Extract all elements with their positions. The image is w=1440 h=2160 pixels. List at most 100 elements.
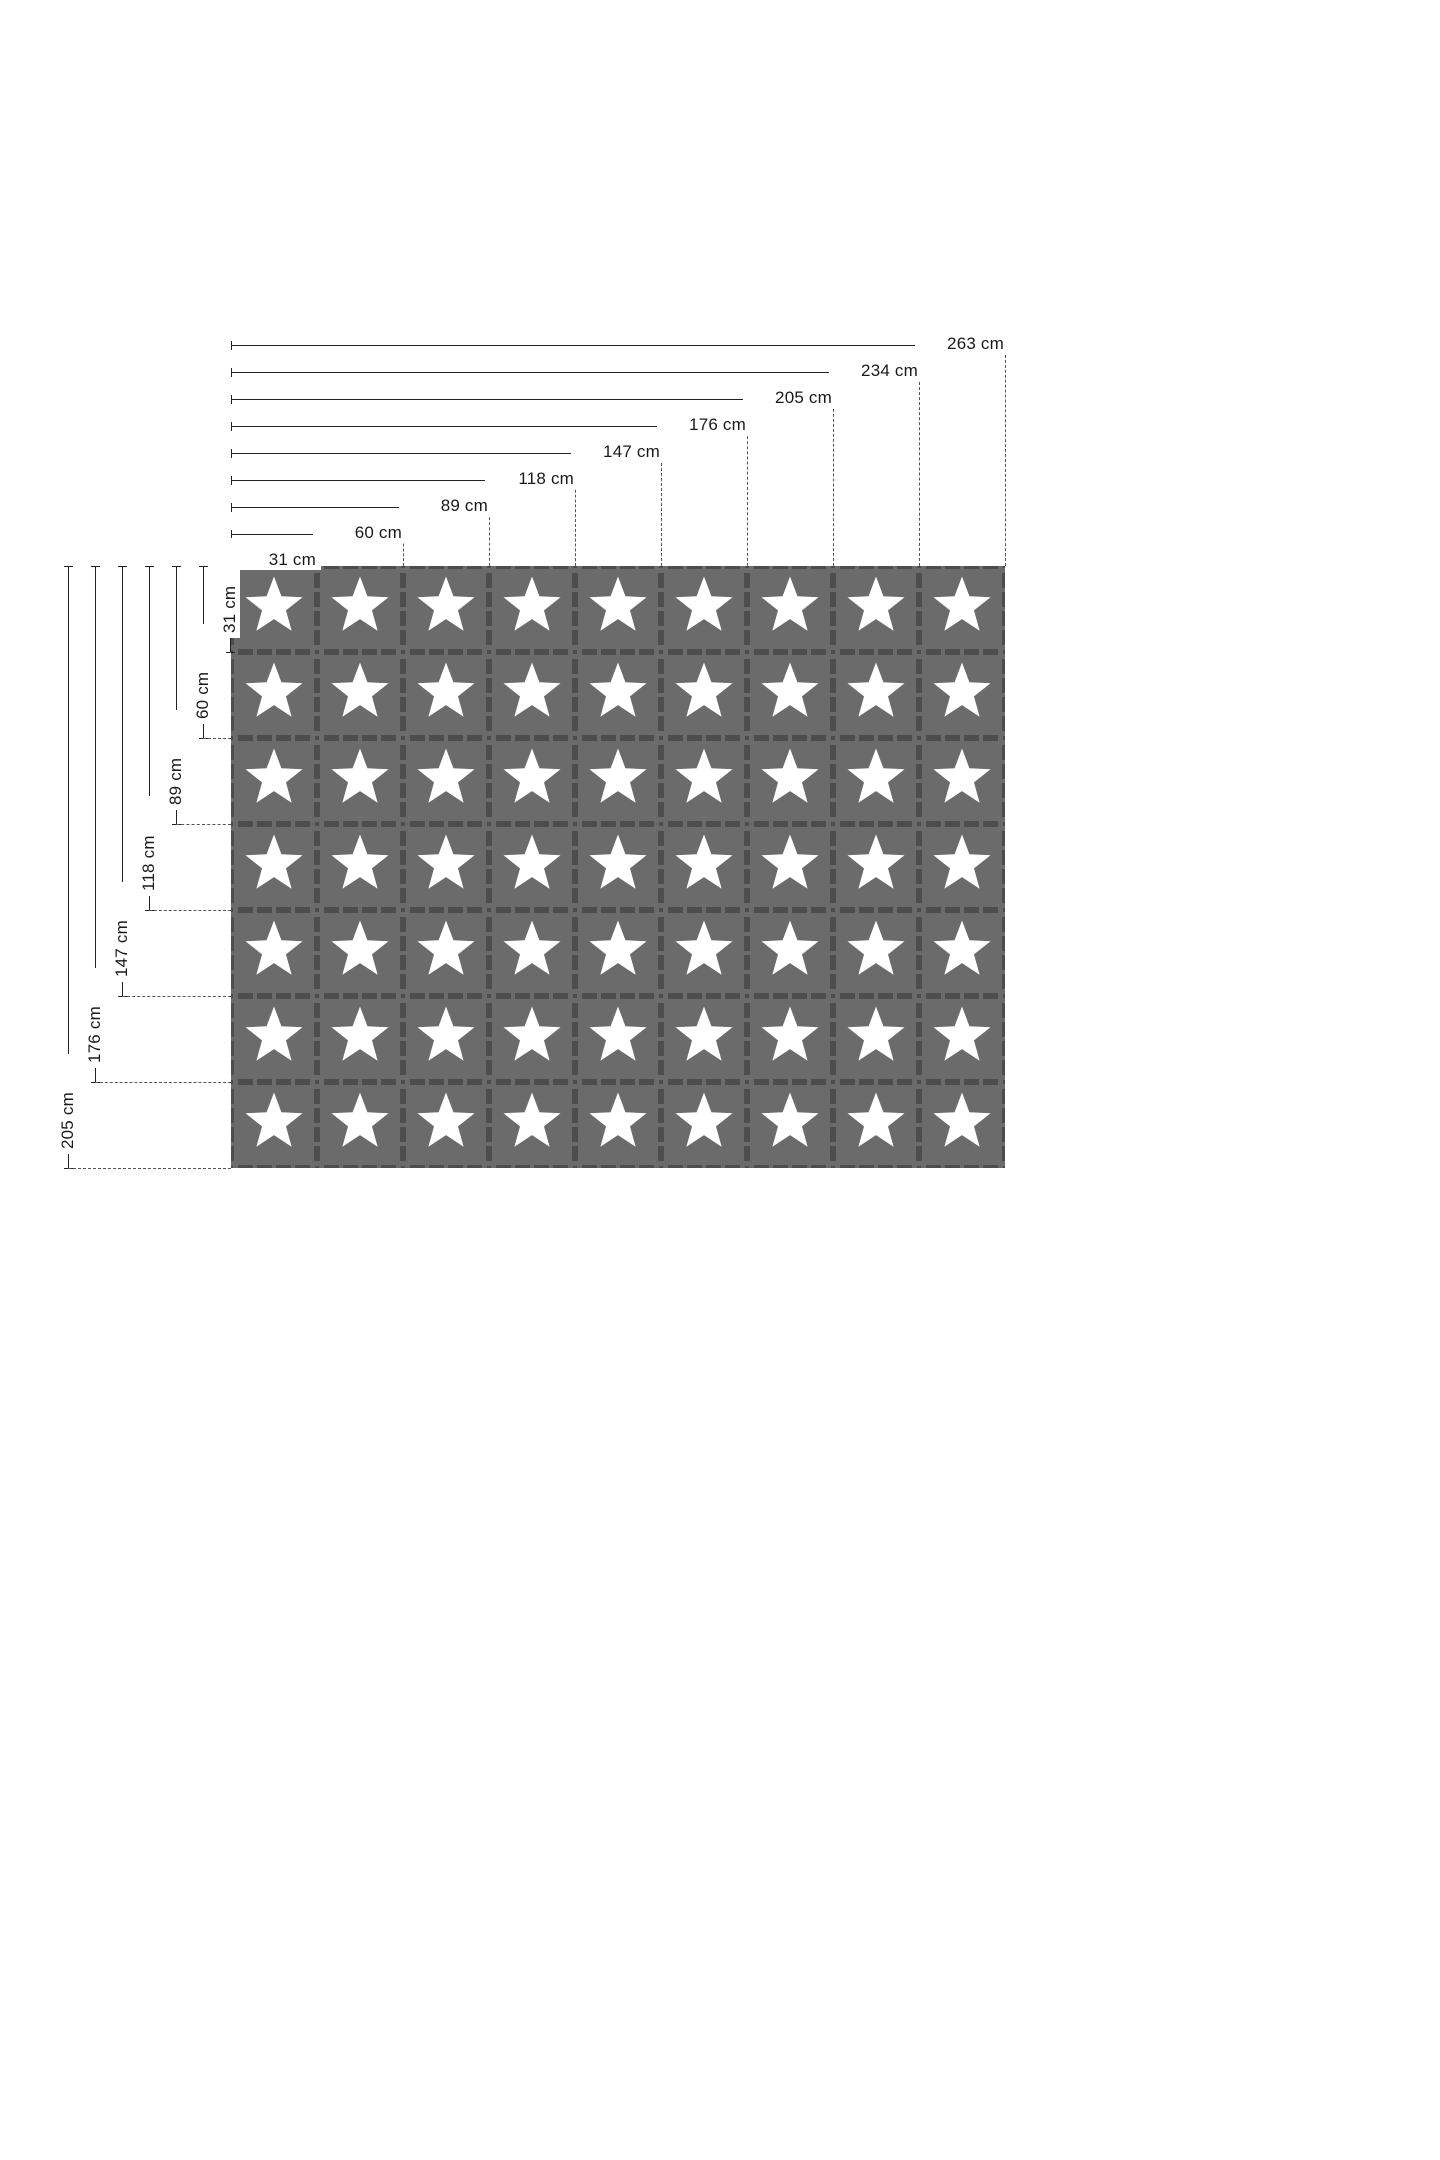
tile-nub [403,797,408,803]
tile-nub [978,652,984,657]
tile-nub [403,778,408,784]
tile-nub [312,969,317,975]
mat-tile [661,738,747,824]
tile-nub [575,864,580,870]
tile-nub [959,1163,965,1168]
tile-nub [570,692,575,698]
dimension-tick [172,565,181,567]
tile-nub [914,864,919,870]
tile-nub [914,587,919,593]
mat-tile [919,910,1005,996]
tile-nub [739,824,745,829]
tile-nub [833,1074,838,1080]
tile-nub [395,566,401,571]
tile-nub [661,1122,666,1128]
tile-nub [914,1074,919,1080]
star-icon [760,834,820,900]
tile-nub [997,566,1003,571]
tile-nub [403,1036,408,1042]
tile-nub [312,673,317,679]
tile-nub [978,566,984,571]
tile-nub [252,652,258,657]
tile-nub [575,673,580,679]
dimension-line-horizontal [95,1082,231,1083]
mat-tile [231,1082,317,1168]
tile-nub [914,625,919,631]
tile-nub [940,819,946,824]
tile-nub [914,816,919,822]
mat-tile [489,738,575,824]
tile-nub [376,733,382,738]
tile-nub [403,654,408,660]
tile-nub [768,738,774,743]
tile-nub [290,1163,296,1168]
tile-nub [997,738,1003,743]
tile-nub [424,1163,430,1168]
tile-nub [656,1017,661,1023]
dimension-line-horizontal [230,652,231,653]
tile-nub [357,996,363,1001]
tile-nub [615,566,621,571]
tile-nub [231,998,236,1004]
tile-nub [661,969,666,975]
tile-nub [231,1036,236,1042]
tile-nub [231,826,236,832]
tile-nub [484,969,489,975]
dimension-label: 263 cm [915,334,1009,354]
tile-nub [271,652,277,657]
tile-nub [892,1082,898,1087]
tile-nub [443,991,449,996]
tile-nub [615,738,621,743]
tile-nub [484,950,489,956]
tile-nub [1000,625,1005,631]
tile-nub [742,816,747,822]
tile-nub [682,910,688,915]
tile-nub [634,647,640,652]
tile-nub [231,673,236,679]
star-icon [330,920,390,986]
tile-nub [914,759,919,765]
tile-nub [828,1122,833,1128]
tile-nub [768,996,774,1001]
tile-nub [742,778,747,784]
tile-nub [914,988,919,994]
tile-nub [978,991,984,996]
mat-tile [317,1082,403,1168]
tile-nub [484,759,489,765]
tile-nub [634,733,640,738]
tile-nub [570,673,575,679]
tile-nub [596,733,602,738]
tile-nub [529,647,535,652]
tile-nub [911,738,917,743]
tile-nub [940,1163,946,1168]
tile-nub [919,625,924,631]
tile-nub [338,819,344,824]
mat-tile [489,910,575,996]
mat-tile [833,910,919,996]
tile-nub [747,692,752,698]
tile-nub [919,740,924,746]
tile-nub [398,931,403,937]
tile-nub [575,797,580,803]
tile-nub [892,910,898,915]
tile-nub [312,1036,317,1042]
tile-nub [231,902,236,908]
tile-nub [489,1141,494,1147]
tile-nub [747,1055,752,1061]
tile-nub [747,902,752,908]
tile-nub [570,1160,575,1166]
tile-nub [548,1077,554,1082]
mat-tile [403,824,489,910]
star-icon [932,834,992,900]
tile-nub [978,824,984,829]
tile-nub [403,587,408,593]
tile-nub [481,910,487,915]
tile-nub [443,910,449,915]
tile-nub [398,816,403,822]
tile-nub [1000,1122,1005,1128]
tile-nub [489,883,494,889]
tile-nub [548,819,554,824]
mat-tile [747,738,833,824]
tile-nub [656,1036,661,1042]
tile-nub [919,1103,924,1109]
